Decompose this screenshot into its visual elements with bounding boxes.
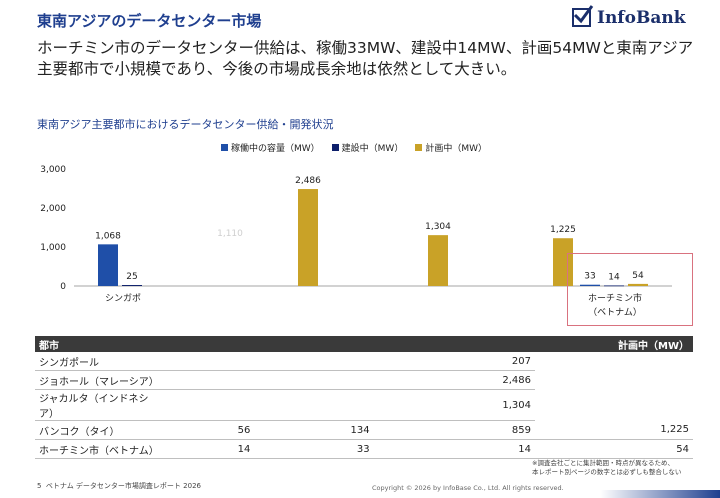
category-label: シンガポ bbox=[105, 293, 141, 304]
table-row: ホーチミン市（ベトナム） 14 33 14 54 bbox=[35, 439, 693, 459]
data-table: 都市 計画中（MW） シンガポール 207 ジョホール（マレーシア） 2,486 ジャカ… bbox=[35, 336, 693, 459]
table-cell-city: バンコク（タイ） bbox=[35, 420, 163, 440]
page-title: 東南アジアのデータセンター市場 bbox=[37, 12, 262, 30]
bar-chart: 3,000 2,000 1,000 0 1,068 25 シンガポ 2,486 1,304 1,2… bbox=[40, 165, 672, 318]
table-cell-value bbox=[254, 352, 374, 371]
table-cell-value: 207 bbox=[373, 352, 535, 371]
table-row: シンガポール 207 bbox=[35, 352, 693, 371]
table-cell-city: ジャカルタ（インドネシア） bbox=[35, 389, 163, 421]
chart-title: 東南アジア主要都市におけるデータセンター供給・開発状況 bbox=[37, 118, 334, 131]
footer-bar bbox=[600, 490, 720, 498]
table-cell-city: シンガポール bbox=[35, 352, 163, 371]
table-cell-value bbox=[163, 352, 255, 371]
y-tick-label: 3,000 bbox=[40, 165, 66, 175]
table-cell-value: 54 bbox=[535, 439, 693, 459]
chart-legend: 稼働中の容量（MW） 建設中（MW） 計画中（MW） bbox=[221, 141, 487, 154]
bar bbox=[628, 283, 648, 286]
table-cell-value: 859 bbox=[373, 420, 535, 440]
table-cell-value: 33 bbox=[254, 439, 374, 459]
table-row: バンコク（タイ） 56 134 859 1,225 bbox=[35, 420, 693, 440]
table-cell-value: 1,225 bbox=[535, 420, 693, 440]
table-cell-value bbox=[254, 389, 374, 421]
table-cell-city: ジョホール（マレーシア） bbox=[35, 370, 163, 390]
data-label: 54 bbox=[632, 271, 644, 281]
bar bbox=[428, 235, 448, 286]
y-tick-label: 2,000 bbox=[40, 204, 66, 214]
table-header-planned: 計画中（MW） bbox=[535, 336, 693, 352]
bar bbox=[580, 284, 600, 286]
notes: ※調査会社ごとに集計範囲・時点が異なるため、 本レポート別ページの数字とは必ずし… bbox=[532, 459, 682, 476]
logo: InfoBank bbox=[572, 5, 692, 32]
data-label: 1,304 bbox=[425, 222, 451, 232]
data-label: 1,068 bbox=[95, 231, 121, 241]
faded-data-label: 1,110 bbox=[217, 229, 243, 239]
table-cell-value: 14 bbox=[373, 439, 535, 459]
table-cell-value: 134 bbox=[254, 420, 374, 440]
bar bbox=[604, 285, 624, 287]
logo-text: InfoBank bbox=[597, 8, 686, 28]
bar bbox=[98, 244, 118, 286]
y-tick-label: 0 bbox=[60, 282, 66, 292]
table-cell-value bbox=[254, 370, 374, 390]
data-label: 2,486 bbox=[295, 176, 321, 186]
table-header-col bbox=[254, 336, 535, 352]
table-cell-value: 2,486 bbox=[373, 370, 535, 390]
data-label: 25 bbox=[126, 272, 137, 282]
table-cell-value: 1,304 bbox=[373, 389, 535, 421]
table-header-city: 都市 bbox=[35, 336, 163, 352]
bar bbox=[553, 238, 573, 286]
table-cell-value bbox=[163, 389, 255, 421]
table-row: ジョホール（マレーシア） 2,486 bbox=[35, 370, 693, 390]
legend-item-operating: 稼働中の容量（MW） bbox=[221, 141, 320, 154]
footer-page: 5 ベトナム データセンター市場調査レポート 2026 bbox=[37, 482, 201, 490]
check-icon bbox=[572, 5, 594, 27]
bar bbox=[298, 189, 318, 286]
table-row: ジャカルタ（インドネシア） 1,304 bbox=[35, 389, 693, 421]
highlight-box-hcmc bbox=[567, 253, 693, 326]
legend-item-construction: 建設中（MW） bbox=[331, 141, 403, 154]
legend-item-planned: 計画中（MW） bbox=[415, 141, 487, 154]
category-label: ホーチミン市 bbox=[588, 292, 642, 304]
table-header-row: 都市 計画中（MW） bbox=[35, 336, 693, 352]
table-header-col bbox=[163, 336, 255, 352]
data-label: 33 bbox=[584, 272, 595, 282]
footer-copyright: Copyright © 2026 by InfoBase Co., Ltd. A… bbox=[372, 484, 564, 492]
table-cell-value: 56 bbox=[163, 420, 255, 440]
table-cell-value: 14 bbox=[163, 439, 255, 459]
bar bbox=[122, 285, 142, 286]
table-cell-city: ホーチミン市（ベトナム） bbox=[35, 439, 163, 459]
y-tick-label: 1,000 bbox=[40, 243, 66, 253]
data-label: 14 bbox=[608, 272, 620, 282]
table-cell-value bbox=[163, 370, 255, 390]
category-sublabel: （ベトナム） bbox=[588, 307, 642, 318]
headline: ホーチミン市のデータセンター供給は、稼働33MW、建設中14MW、計画54MWと… bbox=[37, 39, 694, 78]
data-label: 1,225 bbox=[550, 225, 576, 235]
